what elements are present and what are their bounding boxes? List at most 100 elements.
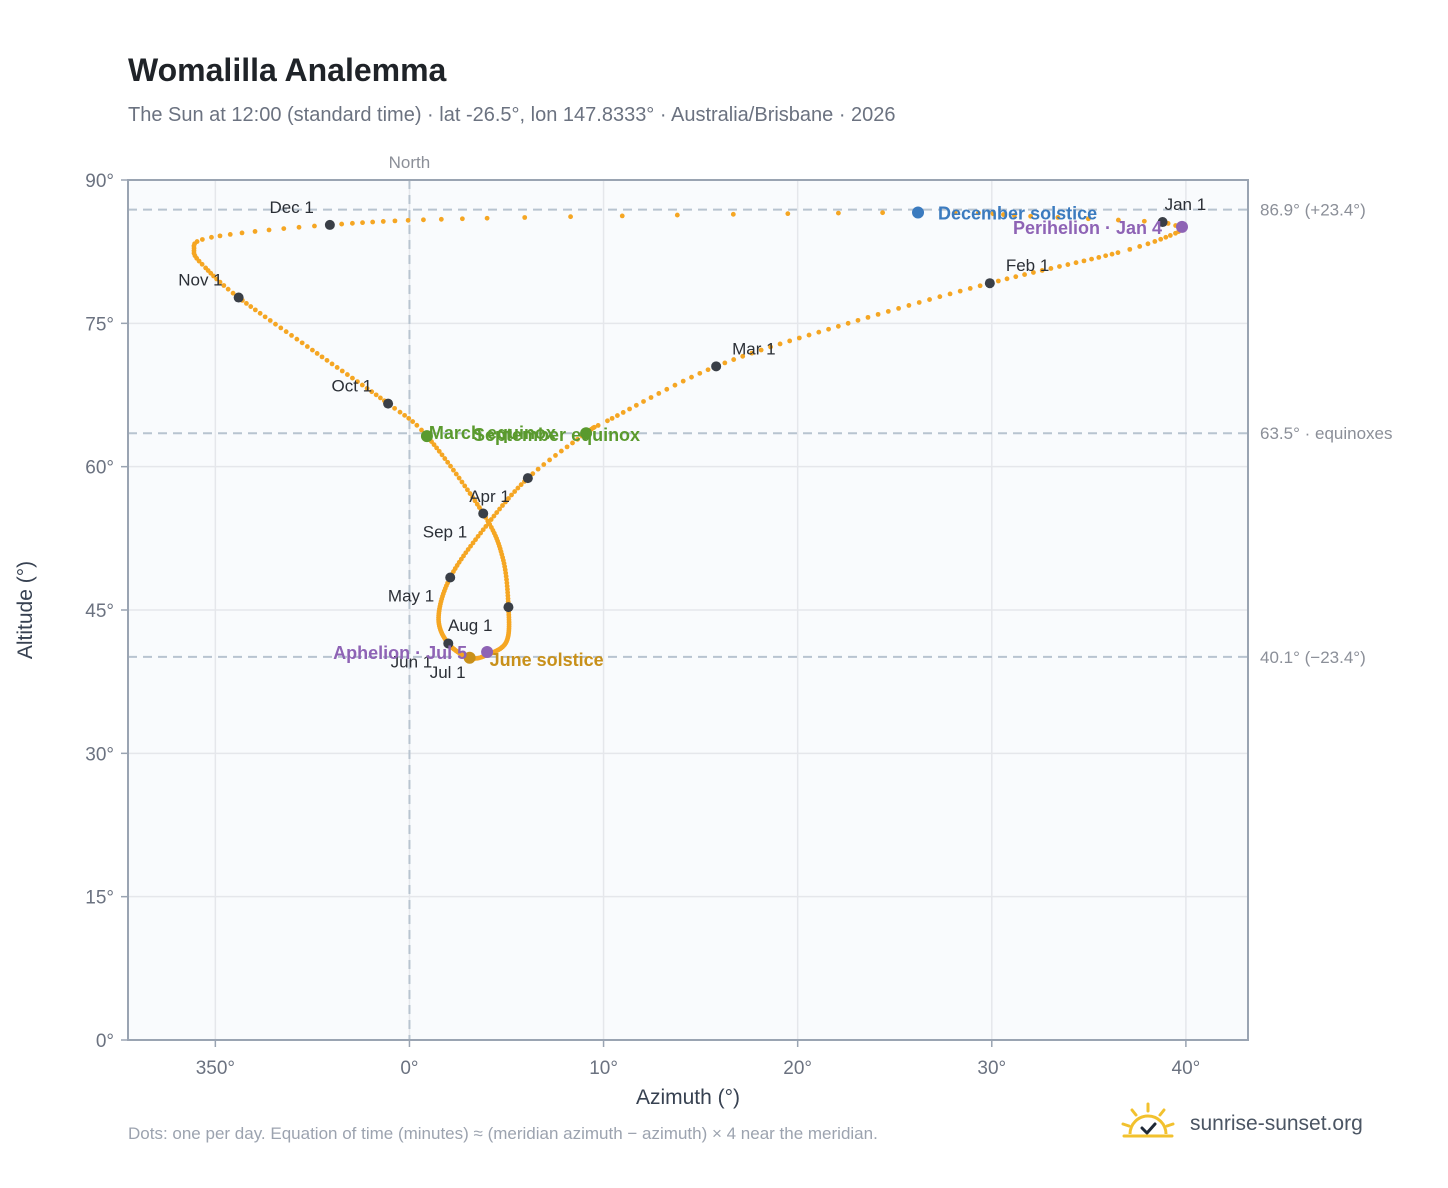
daily-dot <box>1057 264 1062 269</box>
daily-dot <box>564 444 570 450</box>
daily-dot <box>494 510 500 515</box>
daily-dot <box>967 286 973 291</box>
daily-dot <box>257 310 263 316</box>
sun-icon <box>1121 1102 1175 1138</box>
daily-dot <box>816 329 822 335</box>
daily-dot <box>541 462 547 467</box>
daily-dot <box>672 382 678 388</box>
daily-dot <box>627 406 632 412</box>
daily-dot <box>990 211 996 217</box>
daily-dot <box>239 230 245 236</box>
daily-dot <box>722 360 728 366</box>
daily-dot <box>262 314 268 320</box>
y-tick-label: 60° <box>85 458 114 479</box>
daily-dot <box>334 365 340 370</box>
event-marker <box>420 430 433 443</box>
daily-dot <box>281 226 287 231</box>
daily-dot <box>937 294 943 300</box>
daily-dot <box>664 386 670 392</box>
daily-dot <box>459 479 465 485</box>
meridian: North <box>389 153 430 1040</box>
x-tick-label: 0° <box>400 1058 418 1079</box>
event-label: December solstice <box>938 203 1097 223</box>
daily-dot <box>518 482 524 488</box>
daily-dot <box>689 374 694 380</box>
x-tick-label: 350° <box>196 1058 235 1079</box>
daily-dot <box>553 453 558 458</box>
brand-name: sunrise-sunset.org <box>1190 1112 1363 1135</box>
x-axis-ticks: 350° 0° 10° 20° 30° 40° <box>196 1040 1200 1079</box>
daily-dot <box>459 216 465 222</box>
daily-dot <box>614 413 620 418</box>
daily-dot <box>217 233 223 239</box>
daily-dot <box>485 518 491 524</box>
daily-dot <box>289 333 294 338</box>
daily-dot <box>410 419 416 424</box>
month-label: Jun 1 <box>391 652 433 671</box>
month-label: Dec 1 <box>269 198 313 217</box>
daily-dot <box>749 350 755 356</box>
daily-dot <box>267 318 273 323</box>
daily-dot <box>324 357 330 363</box>
daily-dot <box>203 265 209 271</box>
month-marker <box>233 292 244 303</box>
month-label: Aug 1 <box>448 616 492 635</box>
reference-lines: 86.9° (+23.4°) 63.5° · equinoxes 40.1° (−2… <box>128 201 1393 667</box>
daily-dot <box>865 314 871 320</box>
daily-dot <box>470 540 476 546</box>
daily-dot <box>947 291 953 297</box>
daily-dot <box>785 211 791 217</box>
chart-title: Womalilla Analemma <box>128 52 447 88</box>
daily-dot <box>957 288 963 294</box>
daily-dot <box>977 283 983 289</box>
daily-dot <box>370 219 376 225</box>
reference-line-label: 86.9° (+23.4°) <box>1260 201 1366 220</box>
daily-dot <box>568 214 573 220</box>
daily-dot <box>497 506 502 512</box>
daily-dot <box>1031 270 1036 275</box>
daily-dot <box>522 215 528 220</box>
daily-dot <box>438 216 444 222</box>
daily-dot <box>503 499 508 505</box>
brand-logo[interactable]: sunrise-sunset.org <box>1120 1100 1420 1150</box>
event-label: Aphelion · Jul 5 <box>333 643 467 663</box>
daily-dot <box>355 379 360 384</box>
daily-dot <box>252 229 258 234</box>
daily-dot <box>730 211 736 217</box>
month-marker <box>445 572 456 583</box>
daily-dot <box>1065 262 1071 267</box>
month-label: Jan 1 <box>1165 195 1207 214</box>
daily-dot <box>194 239 200 244</box>
daily-dot <box>483 523 489 529</box>
daily-dot <box>1004 276 1010 282</box>
daily-dot <box>221 283 227 288</box>
daily-dot <box>244 300 249 306</box>
y-tick-label: 30° <box>85 744 114 765</box>
x-tick-label: 10° <box>589 1058 618 1079</box>
daily-dot <box>845 320 851 326</box>
month-label: Mar 1 <box>732 339 775 358</box>
daily-dot <box>339 368 345 374</box>
daily-dot <box>294 336 300 342</box>
daily-dot <box>278 325 284 331</box>
daily-dot <box>296 224 302 230</box>
daily-dot <box>472 498 478 504</box>
daily-dot <box>392 218 398 224</box>
month-label: Jul 1 <box>430 663 466 682</box>
daily-dot <box>1145 241 1151 247</box>
daily-dot <box>349 220 355 226</box>
event-label: Perihelion · Jan 4 <box>1013 218 1162 238</box>
chart-subtitle: The Sun at 12:00 (standard time) · lat -… <box>128 104 896 126</box>
y-axis-label: Altitude (°) <box>14 561 37 659</box>
daily-dot <box>885 308 891 314</box>
event-label: September equinox <box>473 425 640 445</box>
daily-dot <box>506 496 511 501</box>
daily-dot <box>314 351 320 356</box>
daily-dot <box>976 210 981 216</box>
daily-dot <box>1085 216 1091 222</box>
daily-dot <box>648 395 654 400</box>
daily-dot <box>796 335 802 341</box>
daily-dot <box>310 347 315 353</box>
daily-dot <box>1011 213 1017 218</box>
